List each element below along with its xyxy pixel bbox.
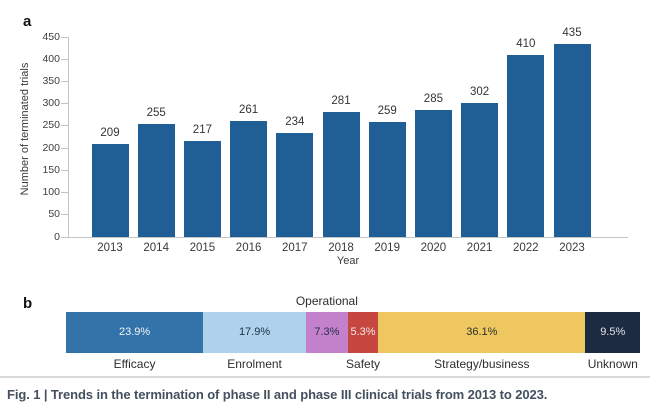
y-axis-tick-label: 100 <box>42 186 60 199</box>
x-axis-tick-label: 2019 <box>374 242 400 254</box>
x-axis-tick-label: 2014 <box>143 242 169 254</box>
segment-name-label: Enrolment <box>227 357 282 371</box>
segment-percent-label: 5.3% <box>350 326 376 338</box>
segment-name-label: Efficacy <box>113 357 156 371</box>
y-axis-tick-label: 50 <box>48 208 60 221</box>
bar <box>461 102 499 237</box>
bar <box>91 144 129 237</box>
stacked-bar-segment <box>378 312 586 353</box>
bar-value-label: 302 <box>470 85 490 98</box>
x-axis-line <box>68 237 628 238</box>
bar-value-label: 259 <box>377 104 397 117</box>
x-axis-tick-label: 2018 <box>328 242 354 254</box>
bar-value-label: 217 <box>192 123 212 136</box>
y-axis-tick-label: 0 <box>54 230 60 243</box>
bar-value-label: 435 <box>562 26 582 39</box>
segment-percent-label: 9.5% <box>600 326 626 338</box>
stacked-bar-segment <box>203 312 306 353</box>
bar-value-label: 261 <box>239 104 259 116</box>
y-axis-tick-label: 400 <box>42 52 60 65</box>
segment-percent-label: 7.3% <box>314 326 340 338</box>
y-axis-tick <box>61 125 68 127</box>
segment-name-label: Unknown <box>587 357 638 371</box>
x-axis-title: Year <box>336 255 360 267</box>
bar <box>183 140 221 237</box>
y-axis-tick <box>61 169 68 171</box>
x-axis-tick-label: 2017 <box>282 242 308 254</box>
y-axis-tick <box>61 147 68 149</box>
y-axis-tick <box>61 58 68 60</box>
bar-value-label: 234 <box>285 116 305 128</box>
bar-value-label: 281 <box>331 95 351 108</box>
y-axis-tick-label: 300 <box>42 97 60 110</box>
y-axis-tick <box>61 103 68 105</box>
bar-value-label: 410 <box>516 37 536 50</box>
bar-value-label: 255 <box>146 106 166 119</box>
x-axis-tick-label: 2023 <box>559 242 585 254</box>
bar <box>414 110 452 237</box>
segment-percent-label: 23.9% <box>118 326 151 338</box>
y-axis-tick-label: 150 <box>42 163 60 176</box>
bar <box>553 43 591 237</box>
bar <box>368 121 406 237</box>
x-axis-tick-label: 2016 <box>235 242 262 254</box>
y-axis-tick <box>61 214 68 216</box>
y-axis-tick <box>61 236 68 238</box>
bar <box>137 123 175 237</box>
segment-percent-label: 17.9% <box>238 326 271 338</box>
stacked-bar-segment <box>305 312 348 353</box>
bar <box>230 121 268 237</box>
figure-caption: Fig. 1 | Trends in the termination of ph… <box>7 387 548 402</box>
bar <box>507 54 545 237</box>
stacked-bar-segment <box>347 312 379 353</box>
x-axis-tick-label: 2020 <box>420 242 447 254</box>
panel-a-label: a <box>23 13 32 30</box>
x-axis-tick-label: 2021 <box>466 242 493 254</box>
x-axis-tick-label: 2015 <box>189 242 216 254</box>
bar <box>322 112 360 237</box>
y-axis-tick-label: 250 <box>42 119 60 132</box>
stacked-bar-segment <box>66 312 204 353</box>
caption-divider <box>0 376 650 378</box>
panel-b-label: b <box>23 295 33 312</box>
y-axis-tick <box>61 36 68 38</box>
bar <box>276 133 314 237</box>
segment-name-label: Safety <box>346 357 381 371</box>
segment-name-label: Strategy/business <box>434 357 530 371</box>
x-axis-tick-label: 2022 <box>513 242 539 254</box>
bar-value-label: 285 <box>423 93 443 106</box>
x-axis-tick-label: 2013 <box>97 242 123 254</box>
y-axis-tick <box>61 192 68 194</box>
y-axis-tick-label: 350 <box>42 74 60 87</box>
stacked-bar-segment <box>585 312 640 353</box>
segment-name-label: Operational <box>295 294 358 308</box>
y-axis-tick <box>61 80 68 82</box>
y-axis-tick-label: 200 <box>42 141 60 154</box>
bar-value-label: 209 <box>100 127 120 140</box>
y-axis-line <box>68 37 69 237</box>
y-axis-tick-label: 450 <box>42 30 60 43</box>
segment-percent-label: 36.1% <box>466 326 498 338</box>
